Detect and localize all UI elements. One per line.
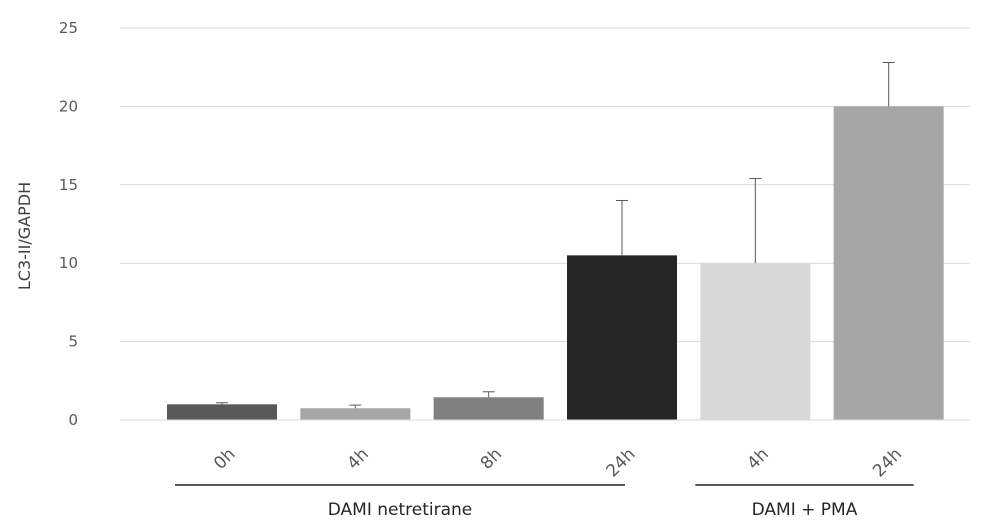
y-tick-label: 0 <box>68 411 78 429</box>
x-tick-label: 0h <box>210 444 239 473</box>
bars <box>167 106 944 421</box>
x-tick-label: 4h <box>743 444 772 473</box>
bar-4 <box>700 263 811 420</box>
bar-3 <box>567 255 677 420</box>
x-tick-label: 8h <box>477 444 506 473</box>
y-axis-label: LC3-II/GAPDH <box>15 182 34 290</box>
bar-1 <box>300 408 411 420</box>
bar-0 <box>167 404 277 420</box>
error-bars <box>216 61 895 409</box>
gridlines <box>120 27 970 343</box>
y-tick-label: 25 <box>59 19 78 37</box>
group-label-0: DAMI netretirane <box>328 500 473 520</box>
y-tick-label: 5 <box>68 333 78 351</box>
y-tick-label: 10 <box>59 254 78 272</box>
y-tick-label: 15 <box>59 176 78 194</box>
x-tick-label: 24h <box>602 444 639 481</box>
x-axis-ticks: 0h 4h 8h 24h 4h 24h <box>210 444 906 481</box>
group-label-1: DAMI + PMA <box>752 500 858 520</box>
x-tick-label: 4h <box>343 444 372 473</box>
bar-2 <box>433 397 544 420</box>
category-groups: DAMI netretirane DAMI + PMA <box>175 484 914 520</box>
bar-5 <box>833 106 944 421</box>
y-axis-ticks: 0 5 10 15 20 25 <box>59 19 78 429</box>
y-tick-label: 20 <box>59 97 78 115</box>
x-tick-label: 24h <box>869 444 906 481</box>
